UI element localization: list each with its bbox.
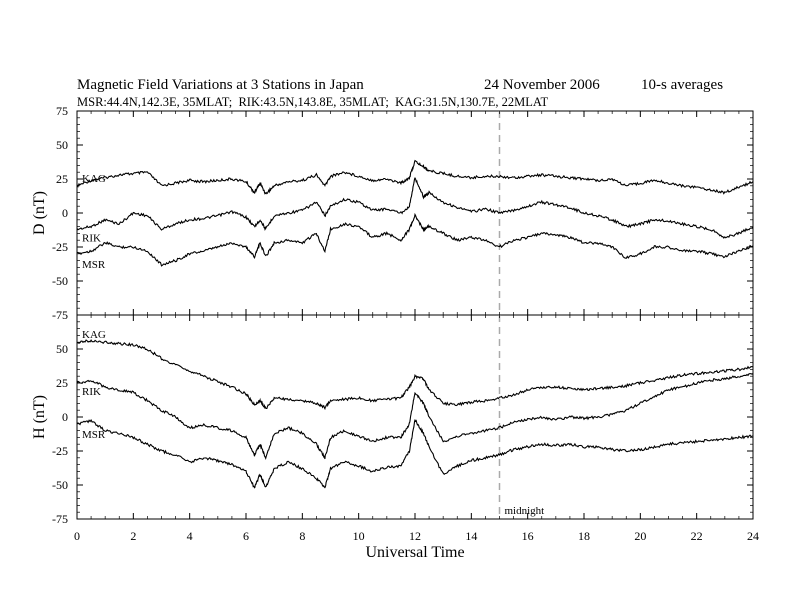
h-axis-label: H (nT) (31, 395, 48, 439)
d-station-label-kag: KAG (82, 173, 106, 185)
d-series-rik (76, 177, 754, 239)
x-tick-label: 12 (409, 529, 421, 543)
d-series-kag (76, 159, 754, 195)
h-ytick-label: 25 (56, 376, 68, 390)
x-tick-label: 14 (465, 529, 477, 543)
d-ytick-label: -50 (52, 274, 68, 288)
d-ytick-label: 25 (56, 172, 68, 186)
h-panel-frame (76, 314, 754, 520)
d-ytick-label: -25 (52, 240, 68, 254)
h-component-panel: 50 25 0 -25 -50 -75 H (nT) KAG RIK MSR midnight (31, 314, 754, 526)
x-axis: 0 2 4 6 8 10 12 14 16 18 20 22 24 (74, 111, 759, 543)
h-station-label-msr: MSR (82, 429, 106, 441)
x-tick-label: 10 (353, 529, 365, 543)
x-tick-label: 22 (691, 529, 703, 543)
d-series-msr (76, 212, 754, 267)
d-station-label-msr: MSR (82, 259, 106, 271)
x-tick-label: 8 (299, 529, 305, 543)
x-tick-label: 18 (578, 529, 590, 543)
h-ytick-label: -25 (52, 444, 68, 458)
x-tick-label: 24 (747, 529, 759, 543)
h-series-rik (76, 373, 754, 461)
figure-averaging: 10-s averages (641, 77, 723, 93)
station-coordinates: MSR:44.4N,142.3E, 35MLAT; RIK:43.5N,143.… (77, 95, 549, 109)
d-ytick-label: 75 (56, 104, 68, 118)
h-station-label-kag: KAG (82, 329, 106, 341)
d-station-label-rik: RIK (82, 232, 101, 244)
figure-date: 24 November 2006 (484, 77, 600, 93)
d-ytick-label: 50 (56, 138, 68, 152)
x-tick-label: 20 (634, 529, 646, 543)
figure-title: Magnetic Field Variations at 3 Stations … (77, 77, 364, 93)
midnight-annotation: midnight (505, 505, 545, 517)
h-ytick-label: -50 (52, 478, 68, 492)
x-tick-label: 0 (74, 529, 80, 543)
h-ytick-label: -75 (52, 512, 68, 526)
h-station-label-rik: RIK (82, 386, 101, 398)
d-panel-frame (76, 110, 754, 316)
h-series-msr (76, 418, 754, 489)
d-component-panel: 75 50 25 0 -25 -50 -75 D (nT) KAG RIK MSR (31, 104, 754, 322)
x-tick-label: 6 (243, 529, 249, 543)
d-axis-label: D (nT) (31, 191, 48, 235)
h-series-kag (77, 339, 753, 411)
h-ytick-label: 0 (62, 410, 68, 424)
x-axis-label: Universal Time (365, 544, 464, 561)
x-tick-label: 2 (130, 529, 136, 543)
h-ytick-label: 50 (56, 342, 68, 356)
x-tick-label: 4 (187, 529, 193, 543)
x-tick-label: 16 (522, 529, 534, 543)
d-ytick-label: -75 (52, 308, 68, 322)
d-ytick-label: 0 (62, 206, 68, 220)
